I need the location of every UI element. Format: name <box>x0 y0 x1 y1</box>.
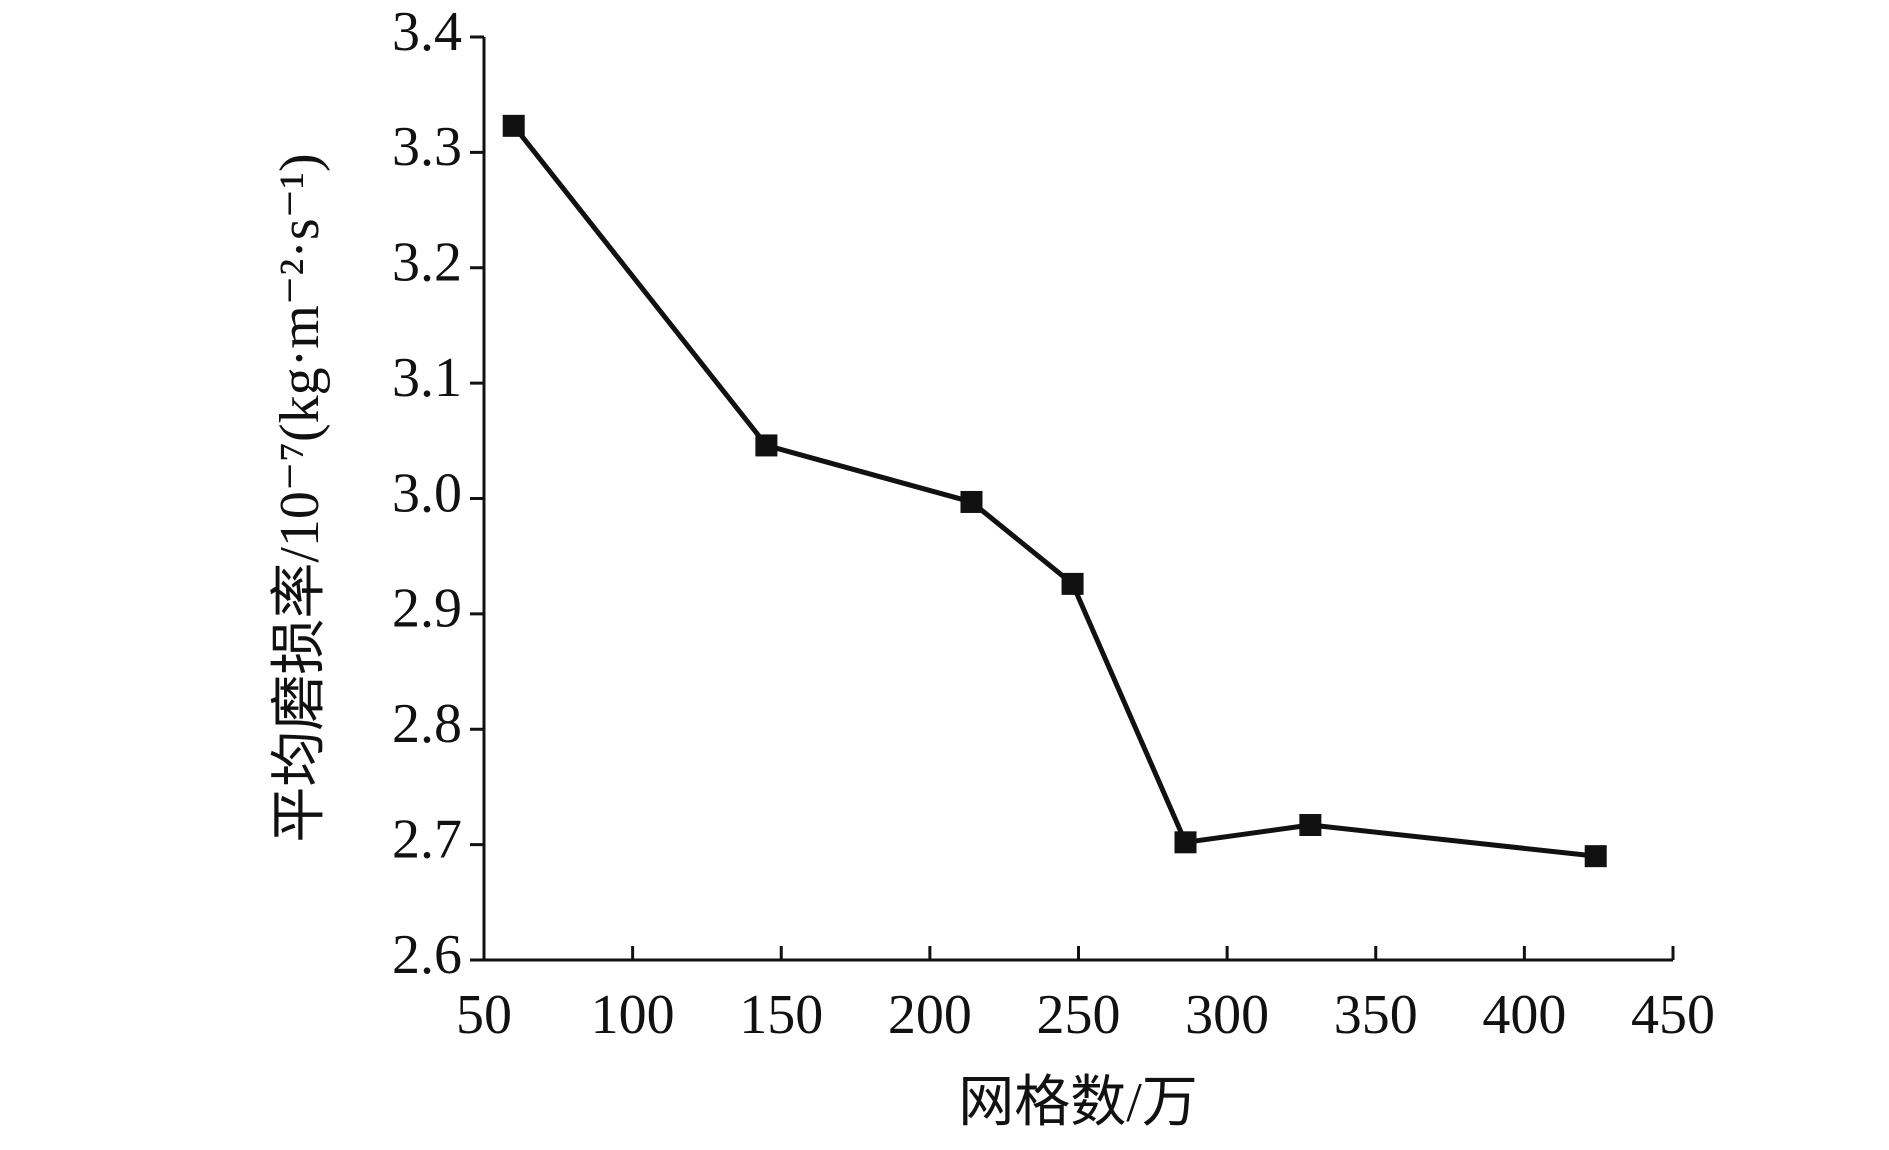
x-tick-label: 100 <box>591 984 675 1046</box>
y-tick-label: 3.1 <box>392 347 462 409</box>
data-point <box>1299 814 1322 837</box>
y-tick-label: 2.7 <box>392 808 462 870</box>
y-tick-label: 3.2 <box>392 232 462 294</box>
x-tick-label: 250 <box>1037 984 1121 1046</box>
y-axis-label: 平均磨损率/10⁻⁷(kg·m⁻²·s⁻¹) <box>269 153 331 842</box>
x-tick-label: 200 <box>888 984 972 1046</box>
y-tick-label: 2.9 <box>392 578 462 640</box>
x-tick-label: 350 <box>1334 984 1418 1046</box>
data-point <box>960 490 983 513</box>
y-tick-label: 2.8 <box>392 693 462 755</box>
data-line <box>511 124 1596 859</box>
data-point <box>502 114 525 137</box>
x-tick-label: 400 <box>1482 984 1566 1046</box>
data-point <box>1061 572 1084 595</box>
data-point <box>1174 831 1197 854</box>
x-axis-label: 网格数/万 <box>958 1072 1198 1134</box>
x-tick-label: 300 <box>1185 984 1269 1046</box>
y-tick-label: 3.0 <box>392 462 462 524</box>
data-point <box>755 434 778 457</box>
y-tick-label: 3.4 <box>392 1 462 63</box>
data-point <box>1584 845 1607 868</box>
y-tick-label: 2.6 <box>392 924 462 986</box>
x-tick-label: 50 <box>456 984 512 1046</box>
x-tick-label: 450 <box>1631 984 1715 1046</box>
x-tick-label: 150 <box>739 984 823 1046</box>
y-tick-label: 3.3 <box>392 116 462 178</box>
